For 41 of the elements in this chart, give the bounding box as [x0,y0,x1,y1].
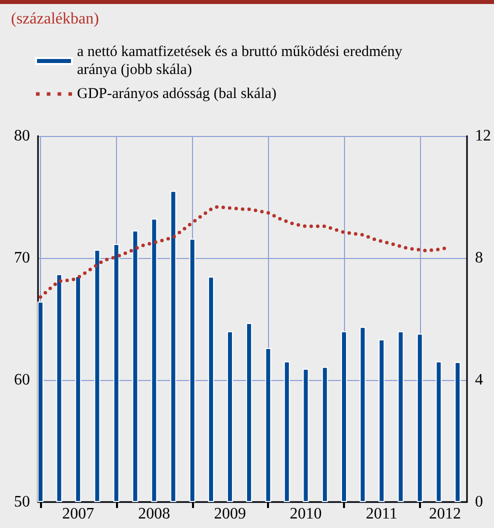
chart-title: (százalékban) [11,10,99,28]
bar [113,244,120,502]
line-series [38,205,447,299]
bar [246,322,252,502]
x-tick-label: 2011 [366,506,398,522]
bar [132,230,138,502]
x-tick-label: 2008 [138,506,170,522]
bar [94,250,100,502]
bar [378,339,385,502]
bar [189,238,196,502]
bar [226,331,233,502]
bar [360,326,366,502]
legend-label: GDP-arányos adósság (bal skála) [77,86,277,102]
y-tick-label: 50 [14,494,30,510]
y2-tick-label: 4 [475,372,483,388]
legend-label: a nettó kamatfizetések és a bruttó működési eredmény aránya (jobb skála) [77,44,406,78]
y2-tick-label: 12 [475,128,491,144]
x-tick-label: 2007 [62,506,94,522]
x-tick-label: 2012 [428,506,461,522]
bar [56,274,62,502]
y2-tick-label: 8 [475,250,483,266]
bar [302,368,309,502]
bar [208,276,214,502]
bar [398,331,404,502]
y-tick-label: 60 [14,372,30,388]
y-tick-label: 70 [14,250,30,266]
y2-tick-label: 0 [475,494,483,510]
x-tick-label: 2009 [214,506,246,522]
bar [454,362,461,502]
bar [322,366,328,502]
x-tick-label: 2010 [290,506,322,522]
bar [436,361,442,502]
bar [151,218,158,502]
bar [37,302,44,502]
bar [284,361,290,502]
y-tick-label: 80 [14,128,30,144]
bar [341,331,348,502]
bar [416,334,423,502]
bar [265,348,272,502]
bar [75,276,82,502]
bar [170,190,176,502]
